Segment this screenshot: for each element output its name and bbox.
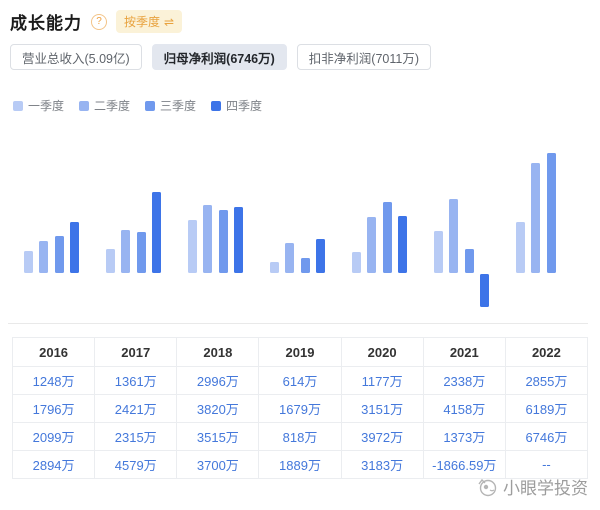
table-cell-2021-q4: -1866.59万	[422, 450, 506, 479]
tab-non-gaap-profit[interactable]: 扣非净利润(7011万)	[296, 44, 432, 70]
legend-swatch-q4	[211, 100, 222, 111]
bar-2021-q1[interactable]	[434, 231, 443, 273]
table-cell-2017-q2: 2421万	[94, 394, 178, 423]
bar-2020-q2[interactable]	[367, 217, 376, 273]
table-cell-2019-q3: 818万	[258, 422, 342, 451]
bar-2022-q3[interactable]	[547, 153, 556, 273]
chart-legend: 一季度 二季度 三季度 四季度	[13, 97, 262, 114]
table-cell-2016-q2: 1796万	[11, 394, 96, 423]
quarterly-data-table: 2016 2017 2018 2019 2020 2021 2022 1248万 1361万 2…	[11, 337, 589, 479]
bar-2021-q2[interactable]	[449, 199, 458, 273]
table-header-2021: 2021	[422, 337, 506, 367]
table-cell-2020-q2: 3151万	[340, 394, 424, 423]
table-header-2020: 2020	[340, 337, 424, 367]
table-cell-2019-q2: 1679万	[258, 394, 342, 423]
table-row-q3: 2099万 2315万 3515万 818万 3972万 1373万 6746万	[11, 422, 589, 451]
table-row-q4: 2894万 4579万 3700万 1889万 3183万 -1866.59万 --	[11, 450, 589, 479]
metric-tabs: 营业总收入(5.09亿) 归母净利润(6746万) 扣非净利润(7011万)	[10, 44, 432, 70]
bar-2017-q2[interactable]	[121, 230, 130, 273]
bar-2016-q3[interactable]	[55, 236, 64, 273]
bar-2022-q2[interactable]	[531, 163, 540, 273]
bar-2021-q3[interactable]	[465, 249, 474, 273]
bar-2017-q3[interactable]	[137, 232, 146, 273]
table-cell-2022-q3: 6746万	[504, 422, 589, 451]
legend-swatch-q2	[79, 100, 90, 111]
bar-2021-q4[interactable]	[480, 274, 489, 307]
legend-item-q1[interactable]: 一季度	[13, 97, 64, 114]
table-cell-2020-q4: 3183万	[340, 450, 424, 479]
table-cell-2022-q4: --	[504, 450, 589, 479]
legend-item-q4[interactable]: 四季度	[211, 97, 262, 114]
legend-label-q4: 四季度	[226, 99, 263, 113]
bar-2019-q4[interactable]	[316, 239, 325, 273]
watermark: 小眼学投资	[476, 474, 588, 499]
bar-2017-q1[interactable]	[106, 249, 115, 273]
bar-2017-q4[interactable]	[152, 192, 161, 273]
bar-2019-q3[interactable]	[301, 258, 310, 273]
table-cell-2017-q3: 2315万	[94, 422, 178, 451]
legend-label-q3: 三季度	[160, 99, 197, 113]
table-cell-2016-q4: 2894万	[11, 450, 96, 479]
bar-2018-q2[interactable]	[203, 205, 212, 273]
table-cell-2018-q1: 2996万	[176, 366, 260, 395]
table-cell-2018-q2: 3820万	[176, 394, 260, 423]
quarter-toggle-button[interactable]: 按季度 ⇌	[116, 10, 183, 33]
table-cell-2016-q3: 2099万	[11, 422, 96, 451]
bar-2020-q1[interactable]	[352, 252, 361, 273]
bar-2022-q1[interactable]	[516, 222, 525, 273]
bar-2020-q4[interactable]	[398, 216, 407, 273]
watermark-logo-icon	[478, 478, 497, 496]
panel-header: 成长能力 ? 按季度 ⇌	[10, 9, 183, 34]
table-cell-2019-q1: 614万	[258, 366, 342, 395]
legend-item-q2[interactable]: 二季度	[79, 97, 130, 114]
table-row-q1: 1248万 1361万 2996万 614万 1177万 2338万 2855万	[11, 366, 589, 395]
legend-label-q1: 一季度	[28, 99, 65, 113]
help-question-icon[interactable]: ?	[91, 13, 107, 30]
table-header-row: 2016 2017 2018 2019 2020 2021 2022	[11, 337, 589, 367]
legend-swatch-q1	[13, 100, 23, 111]
bar-2019-q1[interactable]	[270, 262, 279, 273]
table-cell-2021-q3: 1373万	[422, 422, 506, 451]
table-cell-2018-q4: 3700万	[176, 450, 260, 479]
tab-total-revenue[interactable]: 营业总收入(5.09亿)	[10, 44, 142, 70]
table-cell-2021-q2: 4158万	[422, 394, 506, 423]
table-body: 1248万 1361万 2996万 614万 1177万 2338万 2855万 1796万 2…	[11, 366, 589, 479]
legend-label-q2: 二季度	[94, 99, 131, 113]
bar-2020-q3[interactable]	[383, 202, 392, 273]
swap-arrows-icon: ⇌	[164, 14, 175, 29]
watermark-text: 小眼学投资	[503, 479, 588, 498]
quarterly-bar-chart	[0, 125, 600, 321]
tab-net-profit[interactable]: 归母净利润(6746万)	[151, 44, 287, 70]
legend-swatch-q3	[145, 100, 156, 111]
table-cell-2020-q1: 1177万	[340, 366, 424, 395]
bar-2016-q2[interactable]	[39, 241, 48, 273]
table-cell-2021-q1: 2338万	[422, 366, 506, 395]
table-header-2017: 2017	[94, 337, 178, 367]
legend-item-q3[interactable]: 三季度	[145, 97, 196, 114]
table-header-2022: 2022	[504, 337, 589, 367]
bar-2019-q2[interactable]	[285, 243, 294, 273]
table-header-2016: 2016	[11, 337, 96, 367]
table-header-2018: 2018	[176, 337, 260, 367]
table-cell-2022-q2: 6189万	[504, 394, 589, 423]
quarter-toggle-label: 按季度	[124, 15, 161, 29]
bar-2016-q4[interactable]	[70, 222, 79, 273]
table-cell-2018-q3: 3515万	[176, 422, 260, 451]
table-cell-2020-q3: 3972万	[340, 422, 424, 451]
bar-2018-q3[interactable]	[219, 210, 228, 273]
bar-2016-q1[interactable]	[24, 251, 33, 273]
section-divider	[8, 323, 588, 324]
table-cell-2017-q1: 1361万	[94, 366, 178, 395]
table-cell-2022-q1: 2855万	[504, 366, 589, 395]
page-title: 成长能力	[10, 14, 82, 33]
bar-2018-q1[interactable]	[188, 220, 197, 273]
table-row-q2: 1796万 2421万 3820万 1679万 3151万 4158万 6189万	[11, 394, 589, 423]
table-cell-2019-q4: 1889万	[258, 450, 342, 479]
table-cell-2017-q4: 4579万	[94, 450, 178, 479]
table-header-2019: 2019	[258, 337, 342, 367]
table-cell-2016-q1: 1248万	[11, 366, 96, 395]
bar-2018-q4[interactable]	[234, 207, 243, 273]
